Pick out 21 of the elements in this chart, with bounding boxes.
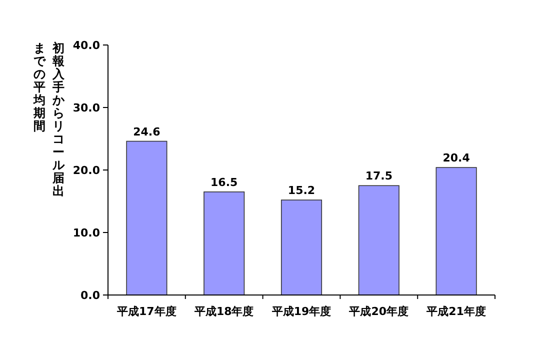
y-tick-label: 10.0 xyxy=(72,226,100,240)
y-tick-label: 30.0 xyxy=(72,102,100,114)
y-tick-label: 0.0 xyxy=(80,289,100,302)
data-label: 17.5 xyxy=(365,170,392,183)
y-axis-title: 初報入手からリコール届出までの平均期間 xyxy=(32,42,66,200)
data-label: 24.6 xyxy=(133,125,161,138)
bar xyxy=(126,140,168,296)
x-tick-label: 平成18年度 xyxy=(193,305,254,318)
bar xyxy=(204,191,245,296)
x-tick-label: 平成17年度 xyxy=(116,305,176,318)
y-tick-label: 40.0 xyxy=(72,39,100,52)
x-tick-label: 平成20年度 xyxy=(348,305,409,318)
data-label: 15.2 xyxy=(288,184,316,197)
bar xyxy=(358,185,400,296)
y-tick-label: 20.0 xyxy=(72,164,100,177)
x-tick-label: 平成19年度 xyxy=(270,305,332,318)
data-label: 20.4 xyxy=(442,152,470,164)
x-tick-label: 平成21年度 xyxy=(426,305,486,318)
bar xyxy=(280,200,322,296)
data-label: 16.5 xyxy=(210,176,238,189)
bar xyxy=(436,167,477,296)
